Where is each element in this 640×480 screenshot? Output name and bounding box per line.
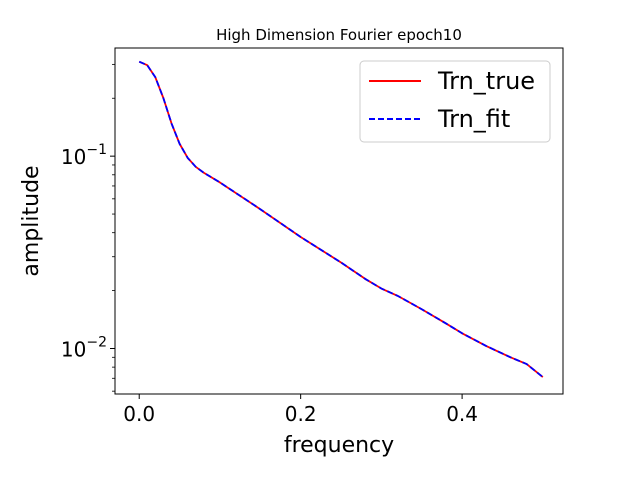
series-group [138, 60, 544, 378]
y-axis: 10−1 10−2 [61, 63, 115, 392]
y-tick-label: 10−2 [61, 334, 107, 361]
legend-label-trn-fit: Trn_fit [437, 105, 510, 133]
chart-title: High Dimension Fourier epoch10 [216, 26, 462, 44]
x-axis: 0.0 0.2 0.4 [123, 394, 478, 426]
x-tick-label: 0.0 [123, 402, 155, 426]
x-tick-label: 0.4 [446, 402, 478, 426]
y-tick-label: 10−1 [61, 142, 107, 169]
x-tick-label: 0.2 [285, 402, 317, 426]
axes-frame [114, 47, 564, 395]
legend-label-trn-true: Trn_true [437, 67, 535, 95]
plot-area: 0.0 0.2 0.4 10−1 10−2 [61, 47, 564, 426]
y-axis-label: amplitude [19, 165, 44, 276]
legend: Trn_true Trn_fit [359, 60, 551, 143]
x-axis-label: frequency [284, 433, 394, 458]
series-line-trn-fit [138, 60, 544, 378]
